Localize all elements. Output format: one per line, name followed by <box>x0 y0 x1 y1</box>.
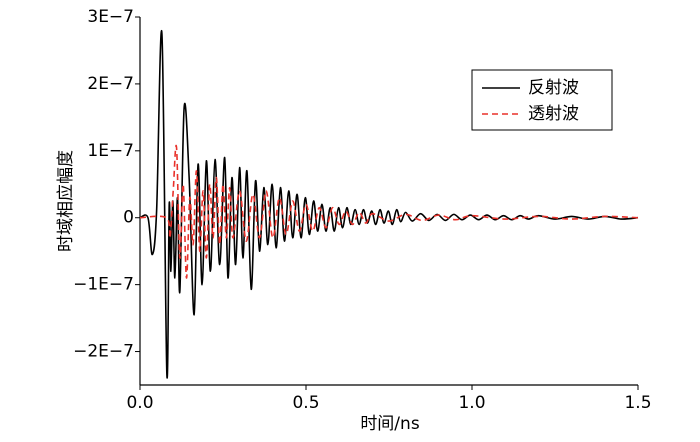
x-tick-label: 0.0 <box>126 393 153 413</box>
legend-box <box>471 69 613 131</box>
legend-label: 反射波 <box>528 78 579 98</box>
data-line <box>139 144 639 279</box>
legend-label: 透射波 <box>528 104 579 124</box>
y-tick-label: 2E−7 <box>87 74 134 94</box>
x-tick-label: 1.5 <box>624 393 651 413</box>
y-tick-label: −1E−7 <box>73 275 134 295</box>
data-line <box>139 30 639 379</box>
y-tick-label: −2E−7 <box>73 342 134 362</box>
y-tick-label: 1E−7 <box>87 141 134 161</box>
x-axis-label: 时间/ns <box>360 414 420 434</box>
x-tick-label: 1.0 <box>458 393 485 413</box>
y-tick-label: 0 <box>123 208 134 228</box>
y-tick-label: 3E−7 <box>87 7 134 27</box>
x-tick-label: 0.5 <box>292 393 319 413</box>
y-axis-label: 时域相应幅度 <box>56 150 76 252</box>
